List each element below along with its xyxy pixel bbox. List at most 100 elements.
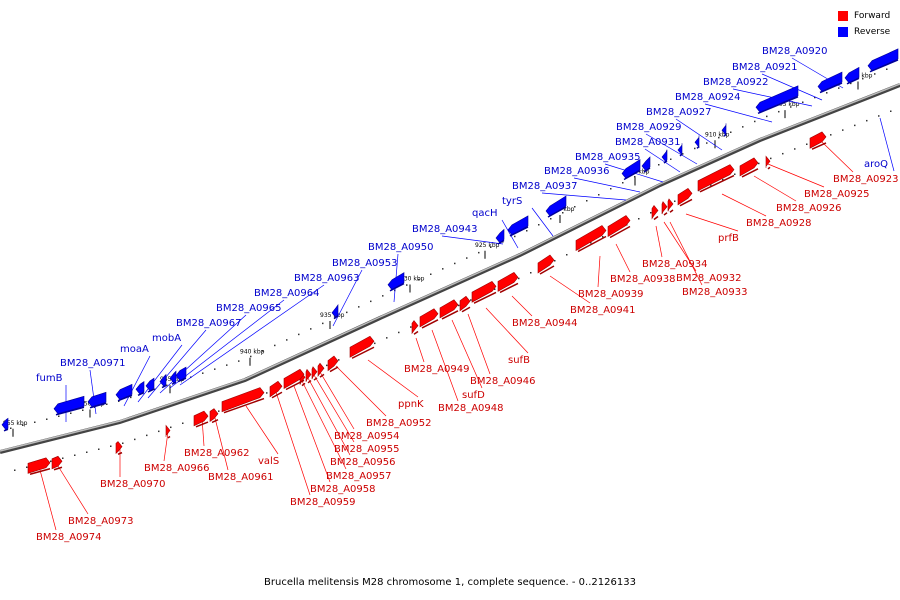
reverse-gene-label: BM28_A0929: [616, 122, 682, 133]
forward-gene-label: sufD: [462, 390, 485, 401]
forward-gene: [165, 424, 171, 437]
minor-dot: [758, 162, 760, 165]
forward-gene: [651, 204, 659, 220]
reverse-gene-label: qacH: [472, 208, 498, 219]
minor-dot: [782, 152, 784, 155]
minor-dot: [890, 110, 892, 112]
minor-dot: [134, 438, 136, 441]
gene-shadow: [699, 174, 735, 193]
gene-shadow: [171, 381, 177, 385]
minor-dot: [470, 299, 472, 301]
gene-shadow: [653, 215, 659, 221]
forward-gene-label: BM28_A0939: [578, 289, 644, 300]
minor-dot: [218, 410, 220, 412]
minor-dot: [310, 328, 312, 330]
forward-gene-label: BM28_A0974: [36, 532, 102, 543]
reverse-gene-label: BM28_A0924: [675, 92, 741, 103]
minor-dot: [826, 92, 828, 94]
minor-dot: [338, 359, 340, 361]
forward-leader-line: [663, 221, 697, 272]
minor-dot: [10, 427, 12, 429]
forward-gene-label: BM28_A0928: [746, 218, 812, 229]
reverse-leader-line: [179, 284, 325, 386]
minor-dot: [830, 134, 832, 136]
minor-dot: [790, 106, 792, 108]
gene-shadow: [301, 382, 306, 387]
gene-shadow: [351, 346, 375, 359]
gene-shadow: [757, 96, 799, 115]
minor-dot: [734, 173, 736, 175]
forward-gene: [739, 157, 759, 177]
minor-dot: [238, 360, 240, 362]
minor-dot: [406, 284, 408, 286]
forward-gene-label: BM28_A0923: [833, 174, 899, 185]
forward-leader-line: [319, 371, 355, 430]
minor-dot: [398, 331, 400, 334]
forward-gene-label: BM28_A0957: [326, 471, 392, 482]
tick-label: 955 kbp: [3, 420, 28, 427]
minor-dot: [346, 311, 348, 314]
reverse-gene-label: BM28_A0971: [60, 358, 126, 369]
figure-caption: Brucella melitensis M28 chromosome 1, co…: [264, 577, 636, 588]
forward-leader-line: [201, 417, 205, 447]
reverse-gene-label: BM28_A0943: [412, 224, 478, 235]
minor-dot: [794, 148, 796, 150]
forward-leader-line: [293, 385, 331, 483]
minor-dot: [110, 445, 112, 447]
minor-dot: [490, 246, 492, 248]
forward-gene-label: BM28_A0949: [404, 364, 470, 375]
minor-dot: [674, 200, 676, 202]
forward-leader-line: [615, 243, 631, 273]
gene-shadow: [223, 397, 265, 414]
reverse-leader-line: [531, 207, 554, 237]
reverse-gene-label: BM28_A0935: [575, 152, 641, 163]
minor-dot: [418, 278, 420, 281]
minor-dot: [466, 257, 468, 259]
forward-gene: [661, 201, 668, 215]
reverse-leader-line: [501, 219, 519, 249]
reverse-leader-line: [137, 344, 183, 403]
reverse-gene-label: aroQ: [864, 159, 888, 170]
reverse-gene: [721, 123, 727, 137]
minor-dot: [850, 82, 852, 85]
forward-gene: [327, 355, 339, 372]
reverse-leader-line: [541, 192, 627, 201]
gene-shadow: [147, 388, 155, 393]
minor-dot: [214, 368, 216, 370]
forward-gene-label: BM28_A0944: [512, 318, 578, 329]
tick-label: 935 kbp: [320, 312, 345, 319]
forward-leader-line: [301, 380, 347, 470]
tick-label: 900 kbp: [848, 73, 873, 80]
forward-leader-line: [511, 295, 533, 317]
minor-dot: [610, 188, 612, 190]
forward-leader-line: [451, 319, 483, 389]
gene-shadow: [723, 133, 727, 137]
forward-leader-line: [685, 213, 739, 232]
gene-shadow: [669, 209, 674, 213]
forward-leader-line: [767, 163, 825, 188]
minor-dot: [146, 434, 148, 437]
forward-gene: [439, 299, 459, 319]
gene-shadow: [869, 59, 899, 73]
gene-shadow: [679, 198, 693, 207]
reverse-leader-line: [169, 299, 285, 389]
minor-dot: [58, 415, 60, 417]
gene-shadow: [663, 160, 668, 164]
reverse-gene-label: BM28_A0920: [762, 46, 828, 57]
minor-dot: [694, 147, 696, 150]
minor-dot: [46, 418, 48, 420]
reverse-leader-line: [675, 118, 723, 151]
minor-dot: [326, 364, 328, 367]
minor-dot: [82, 409, 84, 411]
reverse-gene-label: BM28_A0922: [703, 77, 769, 88]
forward-leader-line: [245, 405, 279, 455]
gene-shadow: [421, 319, 439, 329]
forward-gene-label: BM28_A0962: [184, 448, 250, 459]
forward-gene: [221, 387, 265, 413]
minor-dot: [266, 392, 268, 394]
forward-gene: [317, 362, 325, 378]
legend-forward-label: Forward: [854, 11, 891, 21]
forward-gene-label: BM28_A0956: [330, 457, 396, 468]
forward-gene-label: BM28_A0952: [366, 418, 432, 429]
forward-gene: [305, 368, 312, 382]
